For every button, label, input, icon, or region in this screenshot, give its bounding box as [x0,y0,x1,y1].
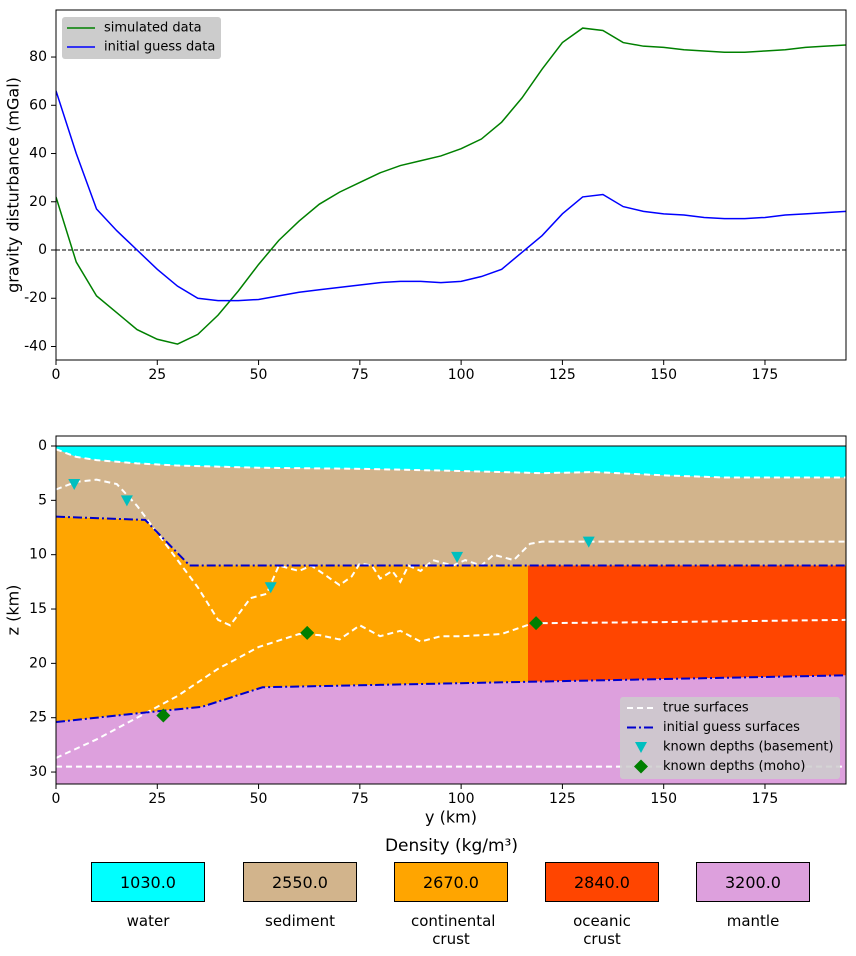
y-tick-label: 0 [38,438,47,454]
axes-frame [55,9,847,361]
y-tick-label: -40 [24,338,47,354]
density-box: 2550.0 [243,862,357,902]
x-tick-label: 0 [52,367,61,383]
y-tick-label: 60 [29,97,47,113]
legend-label: known depths (basement) [663,740,834,755]
known-depth [264,582,277,594]
y-tick-label: -20 [24,290,47,306]
legend-box [620,697,840,779]
surface-line [56,674,846,724]
data-line [56,27,846,345]
layer-fill [56,445,846,478]
y-tick-label: 5 [38,492,47,508]
data-line [56,90,846,302]
y-tick-label: 0 [38,242,47,258]
x-tick-label: 75 [351,791,369,807]
y-tick-label: 20 [29,655,47,671]
y-tick-label: 10 [29,547,47,563]
y-axis-label: gravity disturbance (mGal) [4,77,23,293]
density-box: 2670.0 [394,862,508,902]
surface-line [56,618,846,759]
density-title: Density (kg/m³) [384,836,519,856]
layer-name: mantle [726,912,780,930]
x-tick-label: 150 [650,791,677,807]
legend-label: simulated data [104,21,202,36]
x-tick-label: 100 [448,367,475,383]
x-tick-label: 25 [148,791,166,807]
known-depth [120,495,133,507]
layer-fill [527,565,846,682]
x-tick-label: 50 [250,367,268,383]
x-tick-label: 125 [549,367,576,383]
x-tick-label: 75 [351,367,369,383]
x-tick-label: 150 [650,367,677,383]
x-tick-label: 50 [250,791,268,807]
legend-label: known depths (moho) [663,759,805,774]
surface-line [56,478,846,627]
density-box: 3200.0 [696,862,810,902]
layer-name: oceanic crust [573,912,631,948]
y-tick-label: 15 [29,601,47,617]
known-depth [451,551,464,563]
surface-line [56,515,846,567]
axes-frame [55,435,847,785]
layer-name: sediment [265,912,335,930]
legend-label: initial guess surfaces [663,720,800,735]
layer-name: water [126,912,170,930]
x-tick-label: 125 [549,791,576,807]
y-tick-label: 25 [29,710,47,726]
x-axis-label: y (km) [425,808,477,827]
density-box: 1030.0 [91,862,205,902]
density-box: 2840.0 [545,862,659,902]
known-depth [68,479,81,491]
y-tick-label: 30 [29,764,47,780]
layer-fill [56,516,528,723]
legend-box [62,17,221,59]
known-depth [156,708,171,723]
legend-swatch [635,742,647,753]
known-depth [300,625,315,640]
x-tick-label: 175 [752,367,779,383]
x-tick-label: 0 [52,791,61,807]
layer-fill [56,449,846,566]
x-tick-label: 25 [148,367,166,383]
known-depth [582,536,595,548]
y-tick-label: 40 [29,146,47,162]
legend-label: true surfaces [663,701,749,716]
y-tick-label: 80 [29,49,47,65]
y-axis-label: z (km) [4,585,23,636]
y-tick-label: 20 [29,194,47,210]
x-tick-label: 100 [448,791,475,807]
x-tick-label: 175 [752,791,779,807]
surface-line [56,448,846,479]
legend-swatch [634,759,648,774]
layer-name: continental crust [411,912,496,948]
known-depth [529,616,544,631]
legend-label: initial guess data [104,40,215,55]
plot-area [56,27,846,345]
